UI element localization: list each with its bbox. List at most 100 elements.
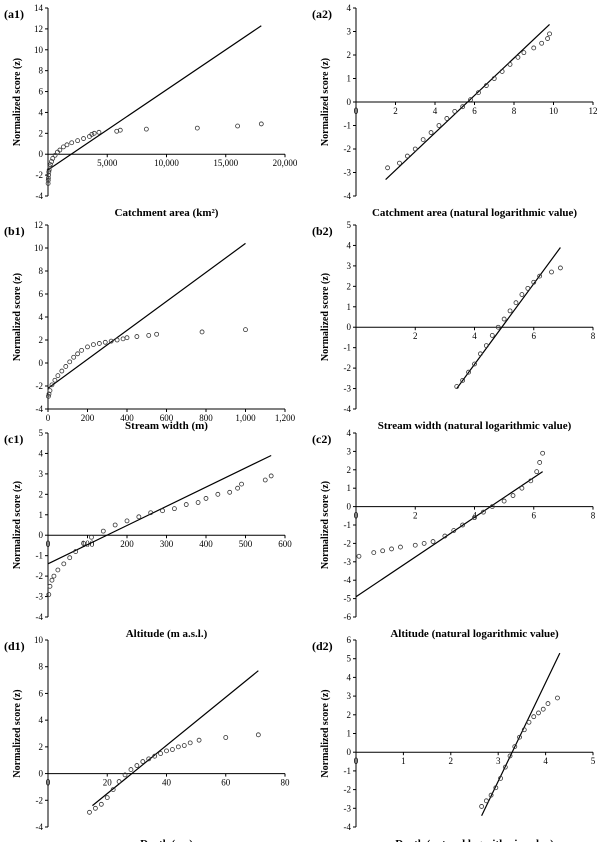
panel-a1: -4 -2 0 2 4 6 8 10 12 14 5,000 10,000 15,000 20,000 (a… bbox=[4, 3, 298, 219]
y-tick-label: 2 bbox=[39, 335, 44, 345]
data-point bbox=[96, 129, 102, 135]
data-point bbox=[45, 175, 51, 181]
data-point bbox=[93, 805, 98, 811]
x-tick-label: 6 bbox=[472, 106, 477, 116]
data-point bbox=[181, 743, 187, 748]
y-tick-label: 1 bbox=[347, 483, 352, 493]
data-point bbox=[152, 753, 158, 759]
y-tick-label: 3 bbox=[347, 446, 352, 456]
data-point bbox=[183, 502, 189, 507]
fit-line bbox=[456, 247, 561, 389]
data-point bbox=[114, 337, 120, 343]
y-tick-label: 8 bbox=[39, 66, 44, 76]
x-axis-label: Catchment area (km²) bbox=[115, 207, 219, 219]
x-tick-label: 2 bbox=[393, 106, 398, 116]
x-axis-label: Depth (cm) bbox=[140, 838, 193, 842]
data-point bbox=[47, 388, 53, 394]
x-tick-label: 0 bbox=[354, 106, 359, 116]
data-point bbox=[148, 510, 154, 516]
fit-line bbox=[47, 25, 262, 171]
data-point bbox=[531, 714, 537, 720]
y-tick-label: 3 bbox=[347, 261, 352, 271]
data-point bbox=[128, 767, 134, 772]
y-tick-label: -3 bbox=[36, 592, 44, 602]
data-point bbox=[517, 734, 522, 740]
data-point bbox=[545, 36, 550, 41]
data-point bbox=[528, 478, 534, 484]
y-tick-label: 0 bbox=[347, 97, 352, 107]
data-point bbox=[120, 336, 126, 342]
panel-label: (d1) bbox=[4, 639, 25, 653]
data-point bbox=[478, 351, 483, 357]
data-point bbox=[104, 795, 110, 801]
x-tick-label: 10 bbox=[549, 106, 559, 116]
x-tick-label: 0 bbox=[354, 756, 359, 766]
data-point bbox=[262, 477, 268, 483]
y-tick-label: 1 bbox=[347, 729, 352, 739]
data-point bbox=[110, 787, 116, 792]
data-point bbox=[499, 69, 505, 74]
data-point bbox=[421, 541, 427, 546]
panel-label: (b2) bbox=[312, 224, 333, 238]
x-axis-label: Catchment area (natural logarithmic valu… bbox=[372, 207, 577, 219]
data-point bbox=[203, 496, 209, 501]
data-point bbox=[540, 450, 546, 456]
data-point bbox=[545, 701, 551, 706]
data-point bbox=[235, 485, 241, 491]
data-point bbox=[196, 737, 202, 743]
data-point bbox=[420, 137, 426, 143]
x-tick-label: 10,000 bbox=[154, 158, 179, 168]
data-point bbox=[537, 273, 543, 279]
data-point bbox=[91, 130, 97, 136]
data-point bbox=[397, 160, 402, 166]
data-point bbox=[100, 528, 106, 534]
fit-line bbox=[47, 242, 246, 389]
data-point bbox=[480, 509, 486, 515]
y-tick-label: 5 bbox=[347, 220, 352, 230]
x-tick-label: 1 bbox=[401, 756, 406, 766]
data-point bbox=[531, 279, 537, 285]
fit-line bbox=[481, 652, 561, 817]
x-tick-label: 300 bbox=[160, 539, 174, 549]
y-tick-label: 6 bbox=[39, 289, 44, 299]
data-point bbox=[468, 97, 473, 103]
y-tick-label: 1 bbox=[347, 302, 352, 312]
data-point bbox=[555, 695, 560, 701]
data-point bbox=[526, 719, 532, 725]
data-point bbox=[122, 772, 128, 778]
data-point bbox=[531, 45, 537, 51]
data-point bbox=[134, 334, 140, 339]
x-tick-label: 1,200 bbox=[275, 413, 296, 423]
y-tick-label: 2 bbox=[39, 742, 44, 752]
y-axis-label: Normalized score (z) bbox=[320, 689, 331, 777]
data-point bbox=[479, 804, 485, 809]
x-tick-label: 600 bbox=[160, 413, 174, 423]
data-point bbox=[55, 567, 61, 573]
data-point bbox=[223, 735, 229, 740]
y-tick-label: -4 bbox=[344, 822, 352, 832]
data-point bbox=[108, 338, 114, 344]
x-tick-label: 5 bbox=[591, 756, 596, 766]
data-point bbox=[539, 40, 545, 46]
data-point bbox=[412, 542, 418, 548]
data-point bbox=[45, 181, 51, 186]
x-tick-label: 200 bbox=[120, 539, 134, 549]
x-tick-label: 80 bbox=[281, 778, 291, 788]
data-point bbox=[444, 116, 450, 121]
data-point bbox=[227, 489, 233, 495]
data-point bbox=[47, 583, 53, 589]
y-tick-label: 12 bbox=[34, 24, 43, 34]
y-tick-label: 0 bbox=[39, 530, 44, 540]
x-tick-label: 500 bbox=[239, 539, 253, 549]
data-point bbox=[69, 140, 75, 146]
x-tick-label: 2 bbox=[449, 756, 454, 766]
y-tick-label: 0 bbox=[39, 149, 44, 159]
x-tick-label: 15,000 bbox=[213, 158, 238, 168]
data-point bbox=[91, 342, 96, 348]
y-tick-label: 4 bbox=[347, 240, 352, 250]
data-point bbox=[430, 539, 436, 544]
data-point bbox=[472, 361, 477, 367]
data-point bbox=[75, 351, 81, 357]
y-tick-label: -5 bbox=[344, 594, 352, 604]
